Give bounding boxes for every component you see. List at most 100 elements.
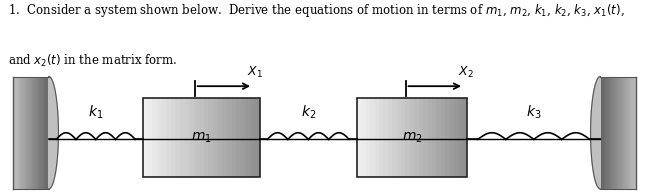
- Bar: [617, 76, 618, 189]
- Bar: [208, 98, 213, 177]
- Bar: [600, 76, 602, 189]
- Text: $X_2$: $X_2$: [458, 65, 473, 80]
- Bar: [607, 76, 609, 189]
- Bar: [604, 76, 605, 189]
- Bar: [618, 76, 619, 189]
- Bar: [25, 76, 26, 189]
- Bar: [147, 98, 152, 177]
- Bar: [227, 98, 232, 177]
- Text: $k_1$: $k_1$: [88, 103, 103, 121]
- Bar: [241, 98, 245, 177]
- Bar: [625, 76, 626, 189]
- Bar: [626, 76, 628, 189]
- Bar: [628, 76, 629, 189]
- Bar: [47, 76, 49, 189]
- Bar: [458, 98, 463, 177]
- Polygon shape: [49, 76, 58, 189]
- Bar: [166, 98, 171, 177]
- Bar: [630, 76, 631, 189]
- Bar: [232, 98, 236, 177]
- Bar: [419, 98, 423, 177]
- Bar: [33, 76, 34, 189]
- Bar: [42, 76, 43, 189]
- Bar: [245, 98, 251, 177]
- Bar: [635, 76, 636, 189]
- Text: $k_2$: $k_2$: [300, 103, 316, 121]
- Text: $m_2$: $m_2$: [402, 130, 422, 145]
- Bar: [620, 76, 622, 189]
- Bar: [619, 76, 620, 189]
- Bar: [43, 76, 44, 189]
- Bar: [190, 98, 194, 177]
- Bar: [44, 76, 45, 189]
- Bar: [432, 98, 436, 177]
- Bar: [603, 76, 604, 189]
- Bar: [26, 76, 27, 189]
- Bar: [401, 98, 406, 177]
- Bar: [613, 76, 615, 189]
- Bar: [143, 98, 147, 177]
- Bar: [384, 98, 388, 177]
- Bar: [217, 98, 222, 177]
- Bar: [615, 76, 616, 189]
- Bar: [213, 98, 217, 177]
- Bar: [20, 76, 21, 189]
- Bar: [29, 76, 30, 189]
- Bar: [361, 98, 366, 177]
- Bar: [629, 76, 630, 189]
- Bar: [379, 98, 384, 177]
- Bar: [606, 76, 607, 189]
- Bar: [16, 76, 17, 189]
- Bar: [143, 98, 260, 177]
- Bar: [622, 76, 623, 189]
- Text: 1.  Consider a system shown below.  Derive the equations of motion in terms of $: 1. Consider a system shown below. Derive…: [8, 2, 624, 19]
- Bar: [38, 76, 39, 189]
- Bar: [436, 98, 441, 177]
- Bar: [236, 98, 241, 177]
- Bar: [616, 76, 617, 189]
- Bar: [17, 76, 18, 189]
- Bar: [441, 98, 445, 177]
- Bar: [40, 76, 42, 189]
- Bar: [374, 98, 379, 177]
- Bar: [609, 76, 610, 189]
- Bar: [414, 98, 419, 177]
- Bar: [37, 76, 38, 189]
- Text: and $x_2(t)$ in the matrix form.: and $x_2(t)$ in the matrix form.: [8, 53, 177, 69]
- Bar: [162, 98, 166, 177]
- Bar: [406, 98, 410, 177]
- Bar: [13, 76, 14, 189]
- Bar: [18, 76, 19, 189]
- Bar: [388, 98, 392, 177]
- Bar: [366, 98, 370, 177]
- Bar: [605, 76, 606, 189]
- Bar: [199, 98, 204, 177]
- Bar: [14, 76, 16, 189]
- Text: $k_3$: $k_3$: [526, 103, 541, 121]
- Bar: [222, 98, 227, 177]
- Bar: [180, 98, 185, 177]
- Bar: [445, 98, 450, 177]
- Bar: [39, 76, 40, 189]
- Bar: [175, 98, 180, 177]
- Bar: [194, 98, 199, 177]
- Bar: [152, 98, 157, 177]
- Bar: [612, 76, 613, 189]
- Polygon shape: [591, 76, 600, 189]
- Bar: [45, 76, 46, 189]
- Bar: [24, 76, 25, 189]
- Bar: [34, 76, 36, 189]
- Bar: [633, 76, 635, 189]
- Bar: [32, 76, 33, 189]
- Bar: [623, 76, 624, 189]
- Text: $m_1$: $m_1$: [191, 130, 212, 145]
- Bar: [610, 76, 611, 189]
- Text: $X_1$: $X_1$: [247, 65, 262, 80]
- Bar: [30, 76, 31, 189]
- Bar: [46, 76, 47, 189]
- Bar: [428, 98, 432, 177]
- Bar: [357, 98, 467, 177]
- Bar: [454, 98, 458, 177]
- Bar: [602, 76, 603, 189]
- Bar: [251, 98, 255, 177]
